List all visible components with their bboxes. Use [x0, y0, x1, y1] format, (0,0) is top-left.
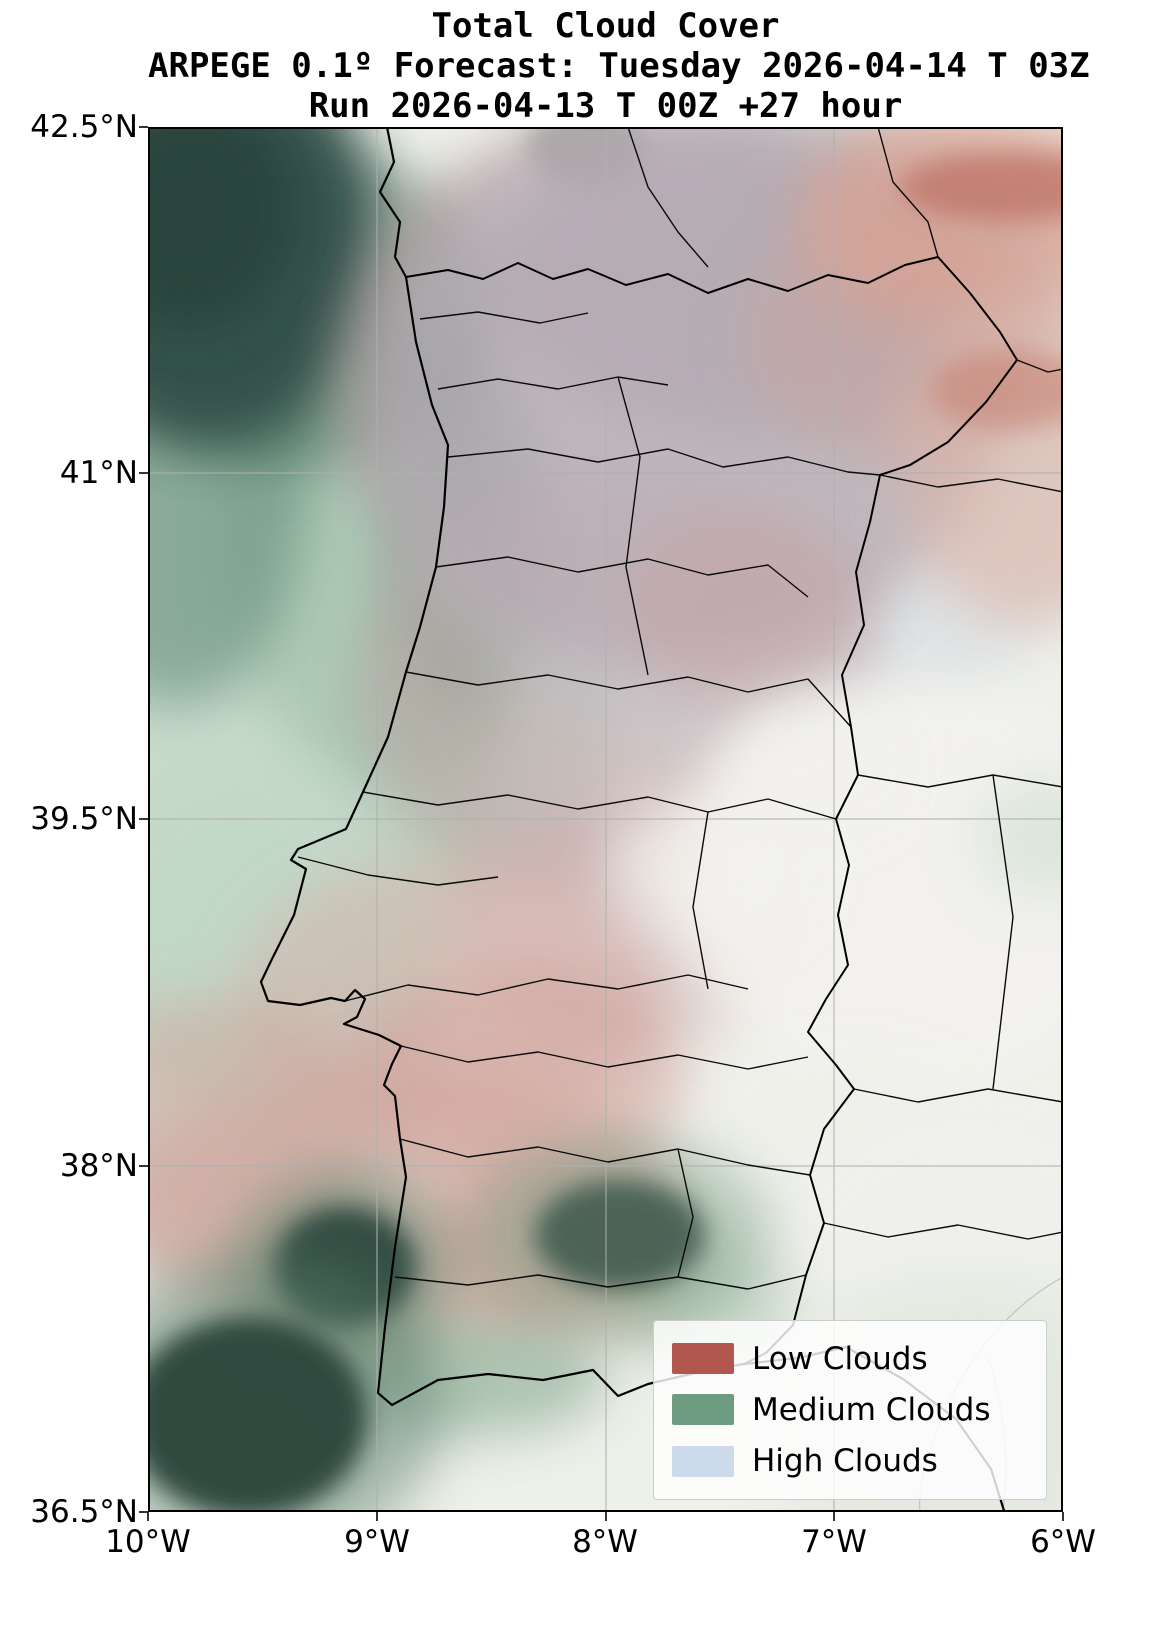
axis-tick-marks — [139, 126, 1064, 1521]
ytick-42-5n: 42.5°N — [30, 109, 138, 145]
legend-item-high-clouds: High Clouds — [672, 1441, 1028, 1481]
map-frame — [148, 127, 1063, 1512]
low-clouds-color-swatch — [672, 1343, 734, 1375]
cloud-cover-map-canvas — [139, 126, 1064, 1521]
chart-subtitle-run: Run 2026-04-13 T 00Z +27 hour — [308, 86, 903, 126]
coastline — [259, 127, 1006, 1512]
xtick-6w: 6°W — [1030, 1524, 1096, 1560]
forecast-map: Low Clouds Medium Clouds High Clouds — [139, 126, 1064, 1521]
high-clouds-color-swatch — [672, 1445, 734, 1477]
spain-portugal-border — [405, 256, 1018, 1365]
ytick-41n: 41°N — [59, 455, 138, 491]
chart-title-block: Total Cloud Cover ARPEGE 0.1º Forecast: … — [148, 6, 1090, 126]
legend-label-medium-clouds: Medium Clouds — [752, 1391, 991, 1428]
ytick-36-5n: 36.5°N — [30, 1494, 138, 1530]
admin-border-lines — [297, 127, 1063, 1290]
xtick-9w: 9°W — [344, 1524, 410, 1560]
legend-item-low-clouds: Low Clouds — [672, 1339, 1028, 1379]
xtick-8w: 8°W — [572, 1524, 638, 1560]
xtick-7w: 7°W — [801, 1524, 867, 1560]
legend-label-low-clouds: Low Clouds — [752, 1340, 928, 1377]
legend-item-medium-clouds: Medium Clouds — [672, 1390, 1028, 1430]
xtick-10w: 10°W — [105, 1524, 191, 1560]
cloud-shading-layer — [148, 127, 1063, 1512]
legend-label-high-clouds: High Clouds — [752, 1443, 938, 1480]
ytick-38n: 38°N — [59, 1148, 138, 1184]
latlon-gridlines — [148, 127, 1063, 1512]
ytick-39-5n: 39.5°N — [30, 801, 138, 837]
legend-box: Low Clouds Medium Clouds High Clouds — [653, 1320, 1047, 1500]
chart-title: Total Cloud Cover — [431, 6, 780, 46]
chart-subtitle-forecast: ARPEGE 0.1º Forecast: Tuesday 2026-04-14… — [148, 46, 1090, 86]
medium-clouds-color-swatch — [672, 1394, 734, 1426]
